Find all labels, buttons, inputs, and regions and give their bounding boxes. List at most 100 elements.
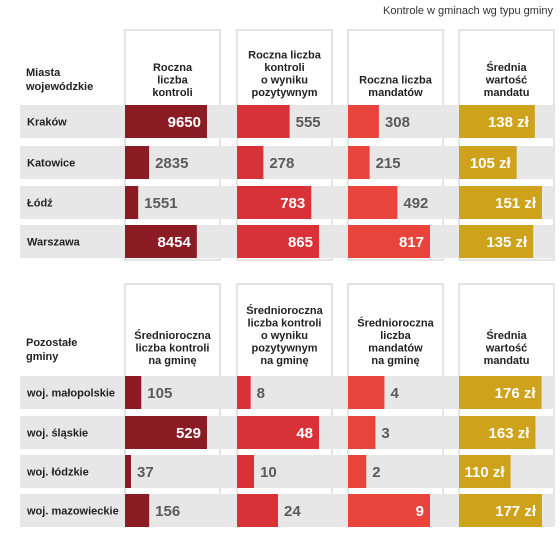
column-header-line: Roczna liczba [248,50,322,62]
bar [348,146,370,179]
row-header-line: Pozostałe [26,337,77,349]
column-header-line: o wyniku [261,75,308,87]
bar [237,146,264,179]
row-label: woj. małopolskie [26,388,115,400]
bar [348,376,385,409]
column-header-line: wartość [485,343,528,355]
row-label: woj. śląskie [26,428,88,440]
bar [237,376,251,409]
row-label: Kraków [27,117,67,129]
value-label: 1551 [144,195,177,212]
value-label: 4 [390,385,399,402]
column-header: Średnioroczna liczba mandatów na gminę [357,317,434,368]
value-label: 817 [399,234,424,251]
bar [459,416,536,449]
column-header-line: mandatów [368,87,423,99]
bar [237,455,255,488]
value-label: 37 [137,464,154,481]
bar [125,186,139,219]
column-header-line: mandatu [484,87,530,99]
value-label: 48 [296,425,313,442]
bar [348,416,376,449]
column-header-line: Średnioroczna [246,304,323,317]
bar [125,494,150,527]
value-label: 105 zł [470,155,512,172]
value-label: 10 [260,464,277,481]
column-header-line: liczba [157,75,188,87]
value-label: 783 [280,195,305,212]
column-header-line: o wyniku [261,330,308,342]
column-header-line: na gminę [148,355,196,367]
value-label: 2835 [155,155,188,172]
bar [459,146,517,179]
chart-title: Kontrole w gminach wg typu gminy [383,5,553,17]
value-label: 105 [147,385,172,402]
value-label: 156 [155,503,180,520]
bar [459,186,542,219]
value-label: 492 [403,195,428,212]
value-label: 215 [376,155,401,172]
bar [459,455,511,488]
value-label: 2 [372,464,380,481]
row-header-line: wojewódzkie [25,81,93,93]
value-label: 8 [257,385,265,402]
row-header: Miasta wojewódzkie [25,67,93,93]
value-label: 555 [296,114,321,131]
value-label: 8454 [157,234,191,251]
column-header-line: pozytywnym [251,87,317,99]
column-header-line: liczba [380,330,411,342]
row-header-line: Miasta [26,67,61,79]
bar [348,186,398,219]
value-label: 138 zł [488,114,530,131]
column-header: Średnia wartość mandatu [484,61,530,99]
column-header-line: Średnia [486,61,527,74]
value-label: 163 zł [489,425,531,442]
value-label: 176 zł [495,385,537,402]
value-label: 3 [381,425,389,442]
bar [348,225,430,258]
bar [348,494,430,527]
column-box [458,29,555,261]
bar [237,225,319,258]
row-label: woj. mazowieckie [26,506,119,518]
column-header-line: liczba kontroli [248,318,322,330]
value-label: 308 [385,114,410,131]
column-box [236,29,333,261]
value-label: 865 [288,234,313,251]
value-label: 24 [284,503,301,520]
column-box [347,29,444,261]
bar [125,225,197,258]
row-label: Katowice [27,158,75,170]
value-label: 151 zł [495,195,537,212]
value-label: 110 zł [465,464,506,481]
column-header-line: kontroli [264,62,304,74]
column-header-line: kontroli [152,87,192,99]
bar [125,455,131,488]
bar [459,376,542,409]
column-header-line: pozytywnym [251,343,317,355]
column-header-line: Roczna liczba [359,75,433,87]
column-header-line: mandatu [484,355,530,367]
bar [459,494,542,527]
row-label: woj. łódzkie [26,467,89,479]
bar [237,416,319,449]
row-label: Warszawa [27,237,81,249]
column-header: Średnioroczna liczba kontroli na gminę [134,329,211,367]
bar [237,105,290,138]
column-box [124,29,221,261]
bar [125,105,207,138]
column-header-line: Roczna [153,62,193,74]
column-header: Roczna liczba kontroli [152,62,193,99]
column-header-line: na gminę [260,355,308,367]
bar [459,105,535,138]
bar [348,455,367,488]
column-header: Średnioroczna liczba kontroli o wyniku pozy… [246,304,323,367]
bar [125,376,142,409]
column-header-line: mandatów [368,343,423,355]
value-label: 529 [176,425,201,442]
row-label: Łódź [27,198,53,210]
column-header: Roczna liczba mandatów [359,75,433,100]
bar [459,225,534,258]
value-label: 135 zł [486,234,528,251]
